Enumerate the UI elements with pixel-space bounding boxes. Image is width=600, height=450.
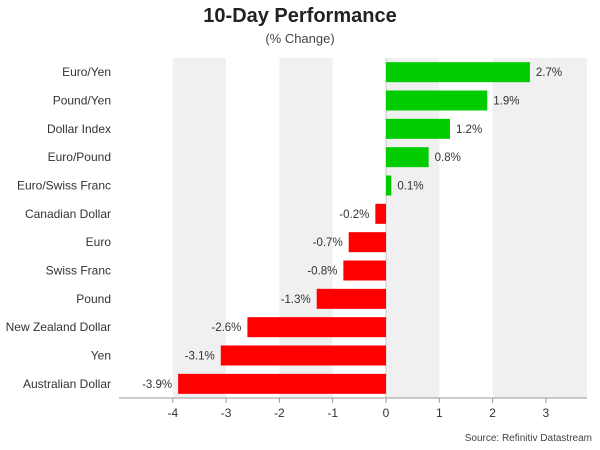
value-label-8: -1.3% <box>281 294 311 306</box>
category-label-11: Australian Dollar <box>23 377 111 391</box>
grid-band-2 <box>386 58 440 398</box>
x-tick-label-2: -2 <box>274 406 285 420</box>
chart-subtitle: (% Change) <box>265 31 335 46</box>
value-label-2: 1.2% <box>456 124 482 136</box>
x-tick-label-6: 2 <box>489 406 496 420</box>
category-label-3: Euro/Pound <box>48 150 111 164</box>
category-label-0: Euro/Yen <box>62 65 111 79</box>
source-note: Source: Refinitiv Datastream <box>464 433 592 444</box>
value-label-9: -2.6% <box>211 322 241 334</box>
value-label-3: 0.8% <box>435 152 461 164</box>
grid-band-1 <box>279 58 333 398</box>
bar-7 <box>343 260 386 281</box>
grid-band-3 <box>492 58 546 398</box>
x-tick-label-0: -4 <box>167 406 178 420</box>
bar-3 <box>386 147 429 168</box>
value-label-6: -0.7% <box>313 237 343 249</box>
value-label-5: -0.2% <box>339 209 369 221</box>
category-label-2: Dollar Index <box>47 122 111 136</box>
category-label-5: Canadian Dollar <box>25 207 111 221</box>
chart-title: 10-Day Performance <box>203 5 397 27</box>
x-tick-label-1: -3 <box>221 406 232 420</box>
bar-6 <box>348 232 386 253</box>
value-label-0: 2.7% <box>536 67 562 79</box>
value-label-11: -3.9% <box>142 379 172 391</box>
bar-11 <box>178 373 386 394</box>
grid-band-0 <box>172 58 227 398</box>
category-label-1: Pound/Yen <box>53 94 111 108</box>
bar-5 <box>375 203 386 224</box>
value-label-1: 1.9% <box>493 96 519 108</box>
category-label-7: Swiss Franc <box>46 264 111 278</box>
category-label-6: Euro <box>86 235 112 249</box>
x-tick-label-3: -1 <box>327 406 338 420</box>
bar-4 <box>386 175 392 196</box>
bar-2 <box>386 118 450 139</box>
category-label-4: Euro/Swiss Franc <box>17 179 111 193</box>
bar-1 <box>386 90 488 111</box>
x-tick-label-7: 3 <box>543 406 550 420</box>
bar-8 <box>316 288 386 309</box>
category-label-9: New Zealand Dollar <box>6 320 111 334</box>
category-label-10: Yen <box>91 349 111 363</box>
category-label-8: Pound <box>76 292 111 306</box>
x-tick-label-5: 1 <box>436 406 443 420</box>
value-label-4: 0.1% <box>397 181 423 193</box>
value-label-7: -0.8% <box>307 266 337 278</box>
bar-9 <box>247 317 386 338</box>
bar-10 <box>220 345 386 366</box>
grid-band-4 <box>545 58 587 398</box>
bar-0 <box>386 62 530 83</box>
value-label-10: -3.1% <box>185 351 215 363</box>
x-tick-label-4: 0 <box>383 406 390 420</box>
